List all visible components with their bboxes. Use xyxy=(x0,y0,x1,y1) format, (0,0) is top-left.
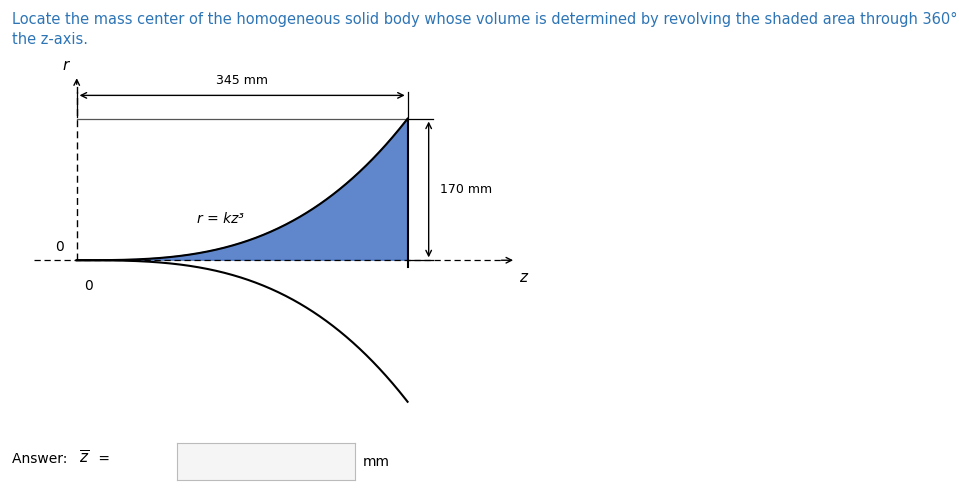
Text: 0: 0 xyxy=(55,240,64,253)
Text: r = kz³: r = kz³ xyxy=(197,212,244,225)
Text: =: = xyxy=(94,452,114,466)
Text: 345 mm: 345 mm xyxy=(216,74,269,87)
Text: Locate the mass center of the homogeneous solid body whose volume is determined : Locate the mass center of the homogeneou… xyxy=(12,12,959,27)
Text: i: i xyxy=(160,454,166,469)
Polygon shape xyxy=(77,119,408,260)
Text: the z-axis.: the z-axis. xyxy=(12,32,87,47)
Text: z: z xyxy=(519,270,526,285)
Text: $\overline{z}$: $\overline{z}$ xyxy=(79,450,89,466)
Text: 0: 0 xyxy=(83,278,93,293)
Text: r: r xyxy=(62,58,68,73)
Text: Answer:: Answer: xyxy=(12,452,71,466)
Text: mm: mm xyxy=(363,455,389,468)
Text: 170 mm: 170 mm xyxy=(440,183,492,196)
